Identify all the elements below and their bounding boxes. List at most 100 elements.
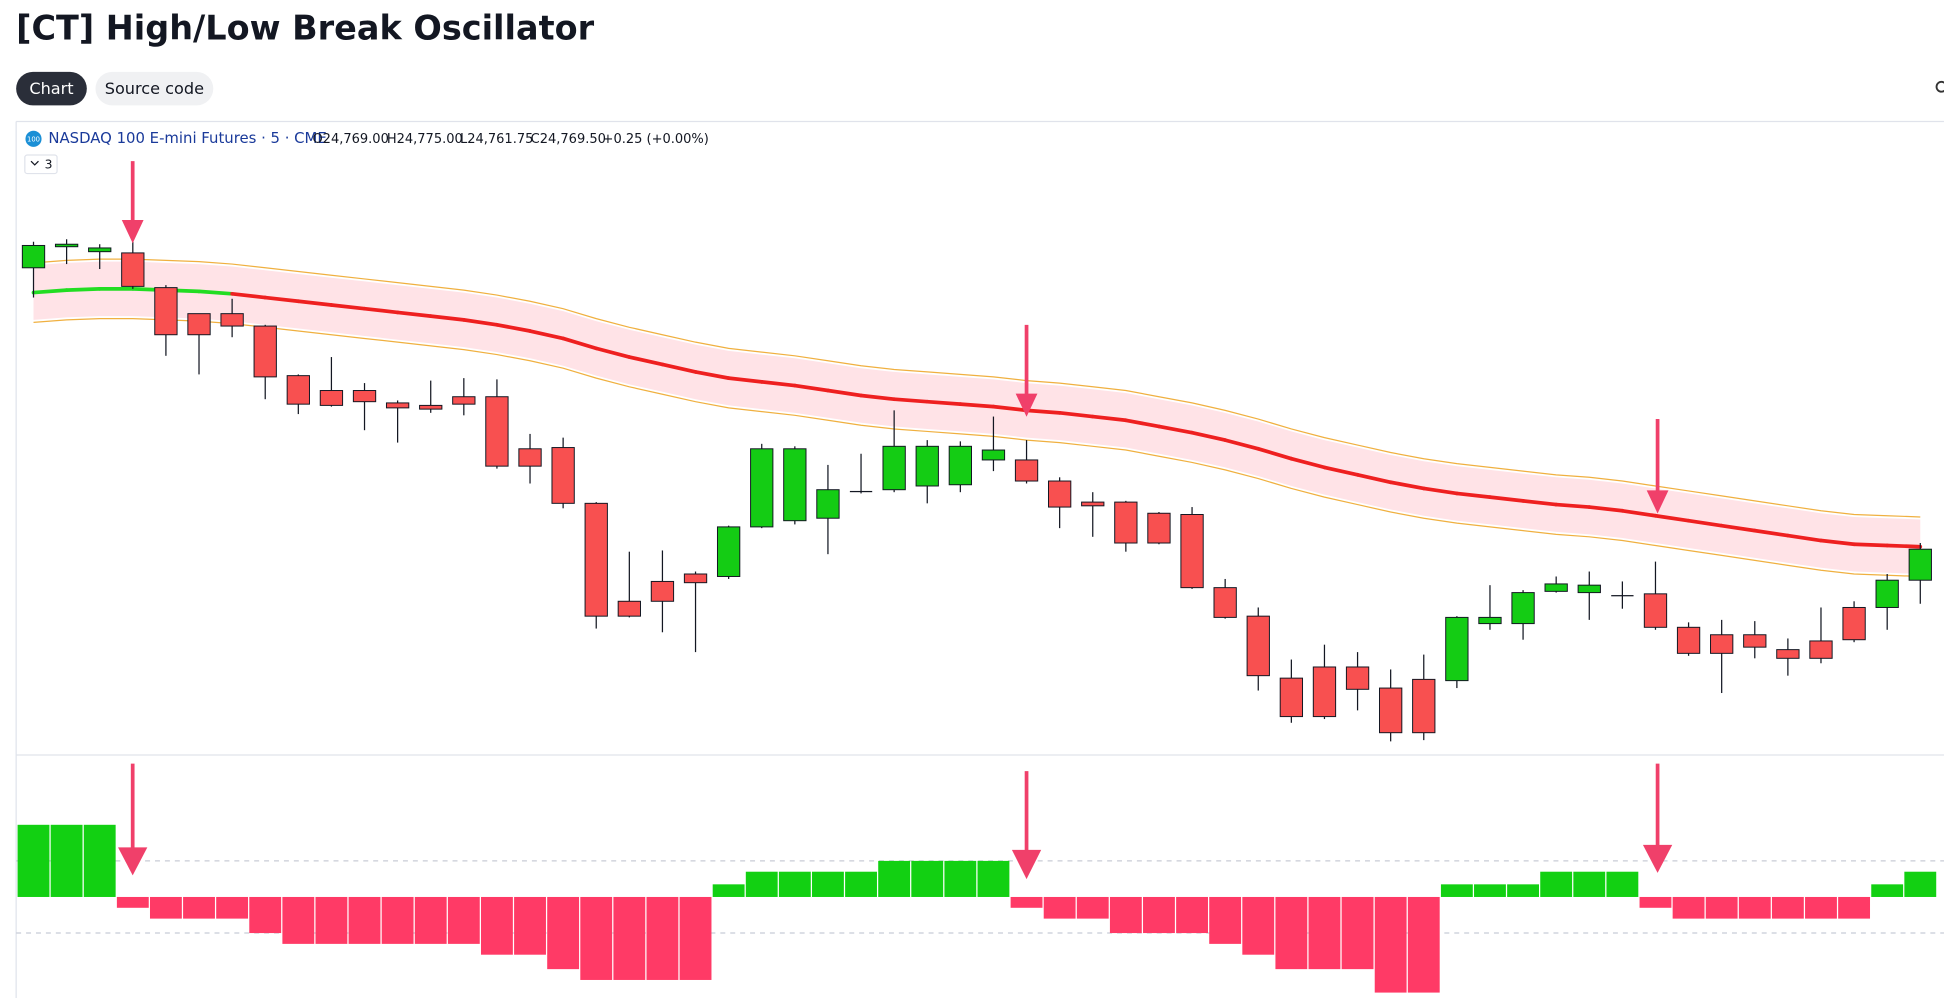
arrow-head: [1646, 490, 1669, 514]
candle-body: [121, 252, 145, 287]
arrow-head: [1011, 849, 1042, 880]
oscillator-bar: [613, 896, 646, 980]
ma-segment: [859, 393, 897, 402]
tab-source[interactable]: [95, 71, 214, 106]
oscillator-bar: [149, 896, 182, 919]
candle-body: [21, 244, 46, 269]
oscillator-bar: [447, 896, 480, 944]
candle-body: [716, 526, 741, 577]
candle-body: [1842, 606, 1866, 641]
candle-body: [551, 447, 575, 504]
indicator-toggle[interactable]: [24, 154, 58, 175]
ma-segment: [726, 376, 764, 384]
ma-segment: [1786, 533, 1823, 543]
ma-segment: [1521, 499, 1559, 507]
candle-body: [948, 445, 972, 486]
ma-segment: [528, 329, 565, 341]
oscillator-bar: [944, 860, 977, 897]
candle-body: [1743, 634, 1767, 648]
candle-body: [452, 396, 476, 405]
oscillator-bar: [679, 896, 712, 980]
oscillator-bar: [1209, 896, 1242, 944]
symbol-name[interactable]: NASDAQ 100 E-mini Futures · 5 · CME: [48, 129, 326, 147]
tab-label[interactable]: Chart: [29, 79, 73, 98]
ma-segment: [792, 383, 830, 393]
candle-body: [419, 404, 443, 410]
candle-body: [154, 287, 178, 336]
oscillator-bar: [50, 824, 83, 897]
oscillator-bar: [1010, 896, 1043, 908]
candle-body: [915, 445, 939, 487]
plot: [16, 239, 1944, 993]
candle-body: [617, 600, 641, 617]
ohlc-legend: O24,769.00 H24,775.00 L24,761.75 C24,769…: [312, 131, 708, 146]
candle-body: [849, 490, 873, 493]
tab-chart[interactable]: [16, 71, 87, 106]
oscillator-bar: [1904, 871, 1937, 897]
oscillator-bar: [1871, 884, 1904, 897]
candle-body: [485, 396, 509, 467]
oscillator-bar: [646, 896, 679, 980]
oscillator-bar: [1275, 896, 1308, 970]
arrow-head: [1642, 844, 1673, 873]
ma-segment: [1421, 486, 1459, 496]
ma-segment: [759, 379, 797, 388]
ma-segment: [1488, 495, 1525, 503]
oscillator-bar: [845, 871, 877, 897]
envelope-line: [33, 258, 1921, 518]
oscillator-bar: [1143, 896, 1175, 934]
open-value: O24,769.00: [312, 131, 388, 146]
ma-segment: [1157, 424, 1194, 435]
candle-body: [1081, 501, 1105, 507]
candle-body: [750, 448, 774, 528]
candle-body: [1246, 615, 1270, 677]
candle-body: [1544, 583, 1568, 592]
candle-body: [220, 313, 244, 327]
candle-body: [286, 375, 310, 405]
ma-segment: [461, 317, 499, 327]
oscillator-bar: [282, 896, 315, 944]
ma-segment: [395, 310, 433, 318]
oscillator-bar: [778, 871, 811, 897]
ma-segment: [263, 295, 301, 304]
arrow-head: [1015, 393, 1038, 417]
chevron[interactable]: [30, 160, 39, 166]
oscillator-bar: [414, 896, 447, 944]
oscillator-bar: [1705, 896, 1738, 919]
oscillator-bar: [1308, 896, 1341, 970]
candle-body: [882, 445, 906, 491]
band: [33, 261, 1921, 575]
indicator-count[interactable]: 3: [45, 156, 53, 171]
candle-body: [1611, 595, 1634, 597]
ma-segment: [627, 355, 665, 367]
tab-label[interactable]: Source code: [105, 79, 204, 98]
candle-body: [1511, 592, 1535, 625]
oscillator-bar: [1573, 871, 1606, 897]
candle-body: [1345, 666, 1370, 690]
user-icon[interactable]: [1935, 80, 1944, 93]
oscillator-bar: [1242, 896, 1275, 955]
ma-segment: [495, 322, 532, 333]
candle-body: [1875, 579, 1899, 608]
symbol-icon-label: 100: [27, 135, 40, 143]
arrow-head: [121, 220, 144, 244]
candle-body: [319, 390, 344, 406]
candle-body: [1776, 649, 1800, 659]
ma-segment: [1123, 418, 1161, 429]
oscillator-bar: [745, 871, 778, 897]
candle-body: [1047, 480, 1072, 508]
oscillator-bar: [977, 860, 1010, 897]
candle-body: [584, 502, 608, 617]
ma-segment: [296, 299, 334, 307]
ma-segment: [826, 388, 863, 398]
ma-segment: [1752, 528, 1790, 538]
candle-body: [88, 247, 112, 253]
ma-segment: [1587, 505, 1625, 513]
high-value: H24,775.00: [387, 131, 463, 146]
oscillator-bar: [1540, 871, 1573, 897]
candle-body: [54, 243, 79, 248]
candle-body: [1412, 678, 1436, 734]
ma-segment: [1355, 472, 1393, 485]
page-title: [CT] High/Low Break Oscillator: [16, 8, 594, 47]
